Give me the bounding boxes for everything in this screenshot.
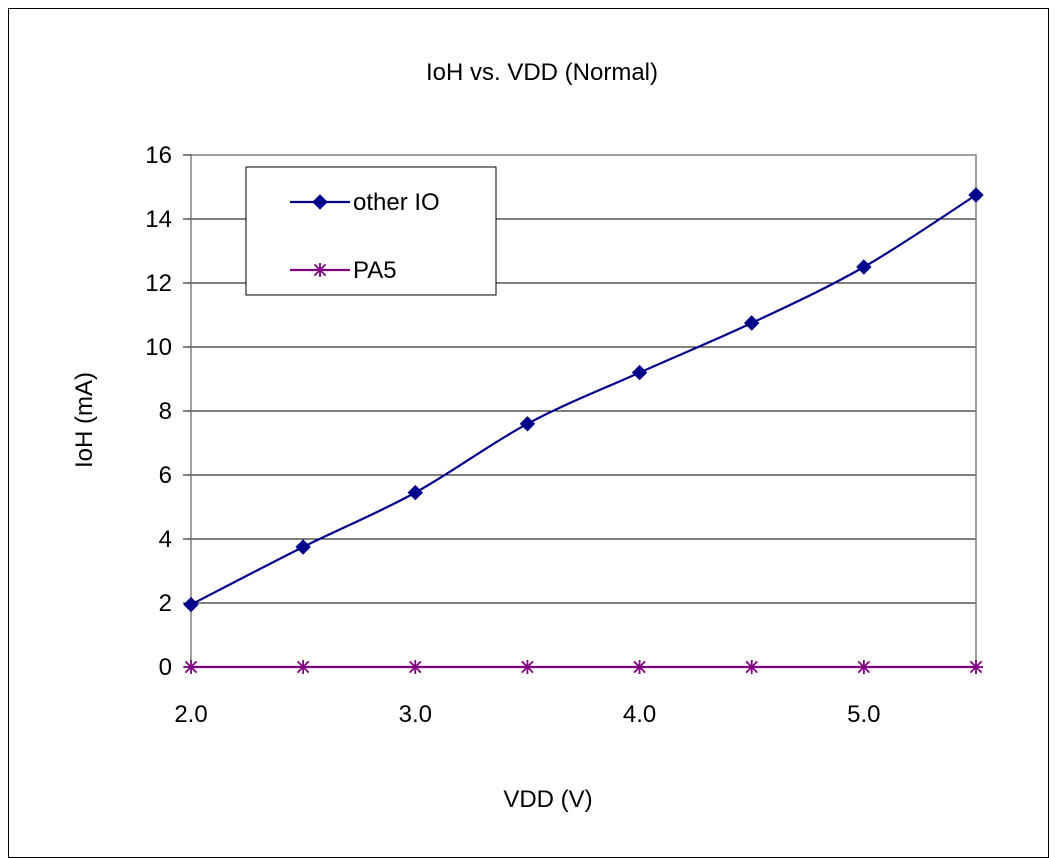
- asterisk-stroke-3: [296, 660, 310, 674]
- legend-marker-1: [313, 263, 327, 277]
- y-tick-label-3: 6: [159, 462, 172, 489]
- series-0: [183, 187, 984, 613]
- series-line-0: [190, 194, 977, 606]
- legend-label-0: other IO: [353, 189, 440, 216]
- asterisk-stroke-3: [857, 660, 871, 674]
- y-tick-label-5: 10: [145, 334, 172, 361]
- point-1-6: [856, 660, 871, 674]
- x-tick-label-1: 3.0: [399, 701, 432, 728]
- asterisk-stroke-3: [184, 660, 198, 674]
- legend-label-1: PA5: [353, 257, 397, 284]
- point-1-2: [408, 660, 423, 674]
- point-1-4: [632, 660, 647, 674]
- x-tick-label-2: 4.0: [623, 701, 656, 728]
- point-0-1: [295, 539, 311, 555]
- asterisk-stroke-3: [745, 660, 758, 674]
- legend: other IO PA5: [245, 166, 497, 296]
- point-0-5: [744, 315, 760, 331]
- asterisk-stroke-3: [633, 660, 646, 674]
- x-tick-label-3: 5.0: [847, 701, 880, 728]
- y-tick-label-0: 0: [159, 654, 172, 681]
- y-axis-label: IoH (mA): [71, 372, 98, 468]
- point-1-5: [744, 660, 759, 674]
- y-tick-label-6: 12: [145, 270, 172, 297]
- series-1: [184, 660, 983, 674]
- point-1-7: [969, 660, 983, 674]
- point-1-1: [296, 660, 311, 674]
- point-0-7: [968, 187, 984, 203]
- asterisk-stroke-3: [313, 263, 327, 277]
- y-tick-label-2: 4: [159, 526, 172, 553]
- y-tick-label-4: 8: [159, 398, 172, 425]
- point-0-2: [407, 484, 423, 501]
- y-tick-label-1: 2: [159, 590, 172, 617]
- x-tick-label-0: 2.0: [174, 701, 207, 728]
- legend-item-1: PA5: [290, 257, 397, 284]
- y-tick-label-8: 16: [145, 142, 172, 169]
- legend-box: [245, 166, 497, 296]
- asterisk-stroke-3: [521, 660, 534, 674]
- legend-marker-0: [312, 194, 328, 210]
- point-1-0: [184, 660, 198, 674]
- x-axis-label: VDD (V): [503, 786, 592, 813]
- asterisk-stroke-3: [409, 660, 422, 674]
- point-0-3: [519, 416, 536, 432]
- asterisk-stroke-3: [969, 660, 983, 674]
- point-0-4: [631, 364, 648, 381]
- chart-title: IoH vs. VDD (Normal): [426, 59, 658, 86]
- y-tick-label-7: 14: [145, 206, 172, 233]
- point-1-3: [520, 660, 535, 674]
- point-0-6: [856, 259, 872, 275]
- point-0-0: [183, 596, 199, 613]
- legend-item-0: other IO: [290, 189, 440, 216]
